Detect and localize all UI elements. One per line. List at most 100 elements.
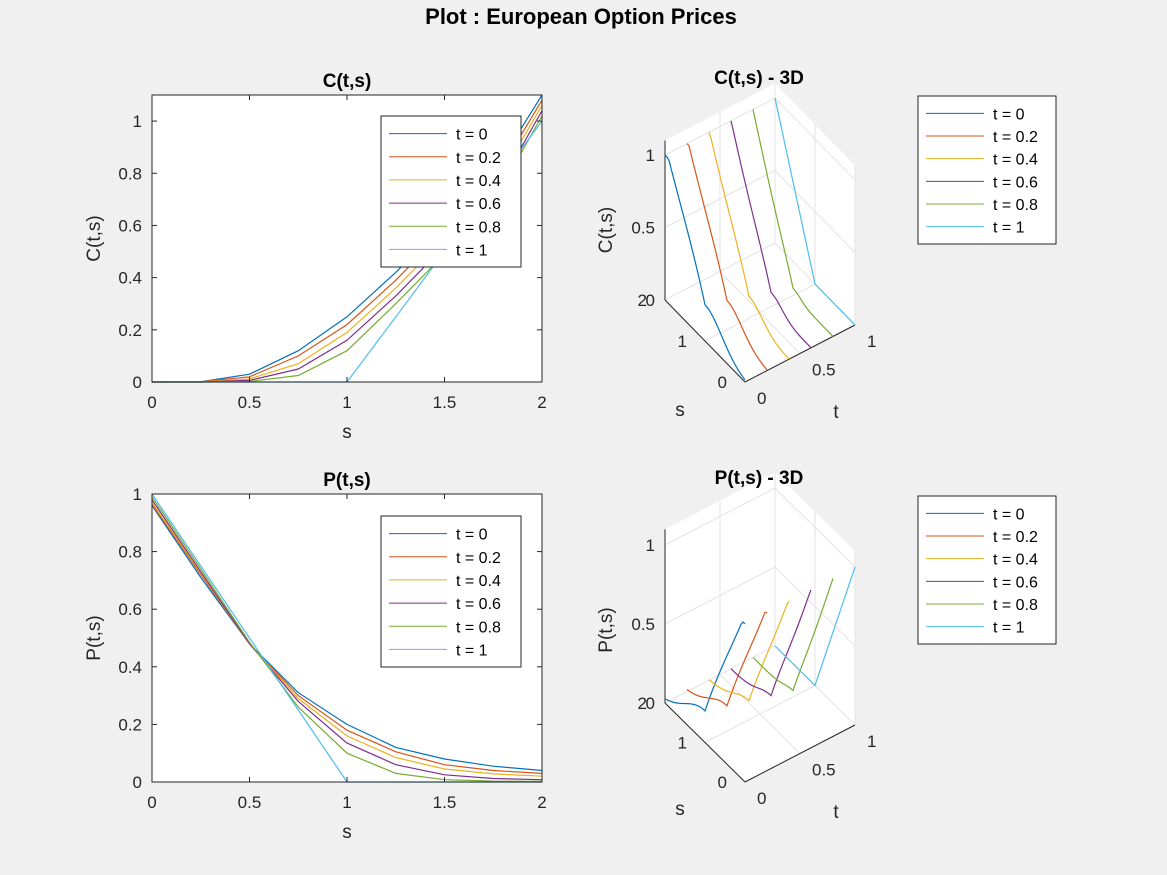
- z-tick-label: 0.5: [631, 615, 655, 634]
- figure-title: Plot : European Option Prices: [425, 4, 737, 29]
- series-line-3: [730, 589, 812, 697]
- y-tick-label: 0.4: [118, 658, 142, 677]
- y-axis-label: P(t,s): [84, 615, 105, 660]
- legend-box: [380, 515, 522, 668]
- z-tick-label: 1: [646, 146, 655, 165]
- legend-label-4: t = 0.8: [456, 619, 501, 636]
- legend-label-2: t = 0.4: [993, 552, 1038, 569]
- t-tick-label: 1: [867, 732, 876, 751]
- t-axis-line: [744, 724, 856, 783]
- y-tick-label: 0.4: [118, 269, 142, 288]
- z-axis-label: C(t,s): [596, 207, 617, 253]
- series-line-3: [730, 120, 812, 349]
- series-line-1: [686, 143, 768, 371]
- series-line-2: [708, 600, 790, 702]
- s-axis-label: s: [675, 400, 685, 421]
- s-axis-line: [664, 299, 746, 383]
- y-tick-label: 1: [133, 112, 142, 131]
- legend-label-2: t = 0.4: [993, 152, 1038, 169]
- legend-label-3: t = 0.6: [456, 196, 501, 213]
- legend-label-1: t = 0.2: [456, 550, 501, 567]
- series-line-0: [664, 154, 746, 381]
- y-axis-label: C(t,s): [84, 215, 105, 261]
- z-tick-label: 0.5: [631, 219, 655, 238]
- legend-label-1: t = 0.2: [456, 150, 501, 167]
- legend-label-5: t = 1: [456, 642, 488, 659]
- subplot-title: C(t,s): [323, 71, 372, 92]
- legend-label-0: t = 0: [456, 127, 488, 144]
- legend-label-5: t = 1: [456, 242, 488, 259]
- series-line-4: [752, 578, 834, 692]
- series-line-5: [774, 566, 856, 687]
- grid-line: [704, 685, 816, 743]
- y-tick-label: 1: [133, 485, 142, 504]
- t-tick-label: 1: [867, 332, 876, 351]
- x-axis-label: s: [342, 422, 352, 443]
- t-axis-label: t: [833, 402, 839, 423]
- z-tick-label: 1: [646, 536, 655, 555]
- z-tick-label: 0: [646, 694, 655, 713]
- x-axis-label: s: [342, 822, 352, 843]
- z-tick-label: 0: [646, 291, 655, 310]
- legend-label-4: t = 0.8: [993, 597, 1038, 614]
- subplot-title: P(t,s) - 3D: [715, 468, 804, 489]
- t-tick-label: 0.5: [812, 361, 836, 380]
- y-tick-label: 0.8: [118, 164, 142, 183]
- t-axis-label: t: [833, 802, 839, 823]
- x-tick-label: 2: [537, 393, 546, 412]
- legend-label-0: t = 0: [456, 527, 488, 544]
- series-line-1: [686, 611, 768, 707]
- series-line-0: [664, 621, 746, 712]
- x-tick-label: 1: [342, 393, 351, 412]
- s-tick-label: 1: [678, 332, 687, 351]
- legend-label-0: t = 0: [993, 106, 1025, 123]
- series-line-3: [151, 499, 543, 781]
- series-line-4: [151, 496, 543, 782]
- legend-label-2: t = 0.4: [456, 573, 501, 590]
- series-line-2: [708, 132, 790, 360]
- legend-label-5: t = 1: [993, 620, 1025, 637]
- y-tick-label: 0: [133, 773, 142, 792]
- y-tick-label: 0.2: [118, 715, 142, 734]
- subplot-call-2d: 0 0.5 1 1.5 2 0 0.2 0.4 0.6 0.8 1 C(t,s) s C(t,s) t = …: [84, 71, 547, 443]
- t-axis-line: [744, 324, 856, 383]
- legend-label-1: t = 0.2: [993, 529, 1038, 546]
- legend-label-3: t = 0.6: [993, 574, 1038, 591]
- t-tick-label: 0.5: [812, 761, 836, 780]
- legend-label-1: t = 0.2: [993, 129, 1038, 146]
- subplots: 0 0.5 1 1.5 200.20.40.60.81C(t,s)sC(t,s)t = …: [84, 68, 1057, 843]
- x-tick-label: 1.5: [433, 393, 457, 412]
- grid-line: [664, 645, 776, 704]
- y-tick-label: 0.2: [118, 321, 142, 340]
- s-tick-label: 0: [718, 373, 727, 392]
- s-axis-line: [664, 702, 746, 783]
- subplot-title: P(t,s): [323, 470, 371, 491]
- y-tick-label: 0.6: [118, 600, 142, 619]
- x-tick-label: 2: [537, 793, 546, 812]
- legend-label-3: t = 0.6: [993, 174, 1038, 191]
- legend-label-3: t = 0.6: [456, 596, 501, 613]
- x-tick-label: 0: [147, 793, 156, 812]
- series-line-5: [774, 97, 856, 326]
- t-tick-label: 0: [757, 389, 766, 408]
- s-tick-label: 1: [678, 734, 687, 753]
- z-axis-label: P(t,s): [596, 607, 617, 652]
- s-tick-label: 0: [718, 773, 727, 792]
- subplot-title: C(t,s) - 3D: [714, 68, 804, 89]
- legend-label-2: t = 0.4: [456, 173, 501, 190]
- x-tick-label: 0.5: [238, 793, 262, 812]
- series-line-4: [752, 109, 834, 337]
- subplot-put-2d: 0 0.5 1 1.5 2 0 0.2 0.4 0.6 0.8 1 P(t,s) s P(t,s) t = …: [84, 470, 547, 843]
- s-tick-label: 2: [638, 291, 647, 310]
- legend-box: [917, 95, 1057, 245]
- y-tick-label: 0.6: [118, 216, 142, 235]
- x-tick-label: 1: [342, 793, 351, 812]
- series-line-0: [151, 505, 543, 772]
- legend-label-4: t = 0.8: [456, 219, 501, 236]
- legend-box: [917, 495, 1057, 645]
- x-tick-label: 0.5: [238, 393, 262, 412]
- x-tick-label: 0: [147, 393, 156, 412]
